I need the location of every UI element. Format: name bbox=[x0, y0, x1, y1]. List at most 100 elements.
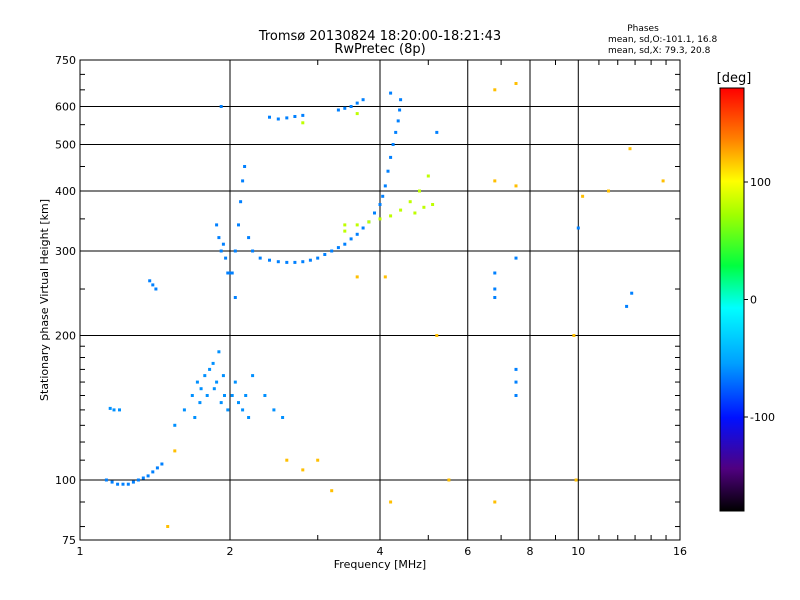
colorbar-tick-label: -100 bbox=[750, 411, 775, 424]
echo-point bbox=[285, 260, 289, 264]
echo-point bbox=[308, 258, 312, 262]
echo-point bbox=[230, 271, 234, 275]
echo-point bbox=[239, 200, 243, 204]
stats-line-x: mean, sd,X: 79.3, 20.8 bbox=[608, 46, 711, 56]
echo-point bbox=[435, 130, 439, 134]
echo-point bbox=[426, 174, 430, 178]
x-axis-label: Frequency [MHz] bbox=[334, 558, 426, 571]
echo-point bbox=[301, 121, 305, 125]
echo-point bbox=[431, 203, 435, 206]
echo-point bbox=[146, 474, 150, 478]
echo-point bbox=[493, 179, 497, 183]
echo-point bbox=[361, 226, 365, 230]
echo-point bbox=[141, 476, 145, 480]
echo-point bbox=[661, 179, 665, 183]
echo-point bbox=[131, 480, 135, 484]
grid-lines bbox=[80, 60, 680, 540]
echo-point bbox=[572, 334, 576, 337]
echo-point bbox=[323, 253, 327, 256]
echo-point bbox=[221, 374, 225, 378]
echo-point bbox=[228, 271, 232, 275]
echo-point bbox=[383, 275, 387, 279]
echo-point bbox=[160, 462, 164, 466]
echo-point bbox=[233, 249, 237, 253]
echo-point bbox=[116, 482, 120, 486]
echo-point bbox=[193, 416, 197, 419]
echo-point bbox=[418, 189, 421, 193]
echo-point bbox=[247, 416, 251, 419]
echo-point bbox=[151, 470, 155, 474]
echo-point bbox=[336, 246, 340, 250]
echo-point bbox=[212, 387, 216, 391]
echo-point bbox=[389, 91, 393, 95]
echo-point bbox=[493, 500, 497, 504]
y-tick-label: 600 bbox=[55, 101, 76, 114]
echo-point bbox=[514, 256, 518, 260]
echo-point bbox=[514, 184, 518, 188]
echo-point bbox=[336, 108, 340, 112]
echo-point bbox=[224, 256, 228, 260]
chart-title: Tromsø 20130824 18:20:00-18:21:43 bbox=[258, 29, 501, 44]
echo-point bbox=[215, 380, 219, 384]
x-tick-label: 1 bbox=[77, 545, 84, 558]
echo-point bbox=[447, 478, 451, 482]
echo-point bbox=[233, 296, 237, 299]
echo-point bbox=[394, 130, 398, 134]
colorbar-label: [deg] bbox=[717, 71, 752, 86]
echo-point bbox=[136, 478, 140, 482]
echo-point bbox=[628, 147, 632, 151]
echo-point bbox=[226, 271, 230, 275]
echo-point bbox=[343, 106, 347, 110]
echo-point bbox=[391, 143, 395, 146]
echo-point bbox=[237, 401, 240, 405]
echo-point bbox=[355, 223, 359, 227]
echo-point bbox=[383, 184, 387, 188]
echo-point bbox=[386, 169, 390, 173]
echo-point bbox=[355, 232, 359, 236]
echo-point bbox=[151, 283, 155, 287]
echo-point bbox=[396, 119, 400, 123]
echo-point bbox=[230, 394, 234, 397]
echo-point bbox=[493, 271, 497, 275]
echo-point bbox=[493, 287, 497, 291]
echo-point bbox=[361, 98, 365, 102]
echo-point bbox=[399, 98, 403, 102]
y-tick-label: 750 bbox=[55, 54, 76, 67]
echo-point bbox=[104, 478, 108, 482]
echo-point bbox=[112, 408, 116, 412]
echo-point bbox=[203, 374, 207, 378]
echo-point bbox=[244, 394, 248, 397]
echo-point bbox=[293, 115, 297, 118]
echo-point bbox=[110, 480, 114, 484]
echo-point bbox=[241, 408, 245, 412]
echo-point bbox=[221, 242, 225, 246]
echo-point bbox=[355, 275, 359, 279]
y-axis-label: Stationary phase Virtual Height [km] bbox=[38, 199, 51, 401]
echo-point bbox=[233, 380, 237, 384]
echo-point bbox=[237, 223, 240, 227]
echo-point bbox=[285, 116, 289, 120]
echo-point bbox=[378, 203, 382, 206]
echo-point bbox=[413, 211, 417, 215]
echo-point bbox=[211, 361, 215, 365]
echo-point bbox=[190, 394, 194, 397]
echo-point bbox=[226, 408, 230, 412]
echo-point bbox=[276, 117, 280, 121]
echo-point bbox=[435, 334, 439, 337]
y-tick-label: 300 bbox=[55, 245, 76, 258]
x-tick-label: 16 bbox=[673, 545, 687, 558]
plot-frame bbox=[79, 59, 681, 541]
x-tick-label: 10 bbox=[571, 545, 585, 558]
echo-point bbox=[199, 387, 203, 391]
echo-point bbox=[223, 394, 226, 397]
echo-point bbox=[215, 223, 219, 227]
echo-point bbox=[285, 458, 289, 462]
echo-point bbox=[268, 115, 271, 119]
y-tick-label: 400 bbox=[55, 185, 76, 198]
y-tick-label: 500 bbox=[55, 139, 76, 152]
echo-point bbox=[243, 165, 247, 168]
y-tick-label: 100 bbox=[55, 474, 76, 487]
echo-point bbox=[373, 211, 376, 215]
chart-subtitle: RwPretec (8p) bbox=[334, 42, 425, 57]
echo-point bbox=[217, 350, 221, 354]
